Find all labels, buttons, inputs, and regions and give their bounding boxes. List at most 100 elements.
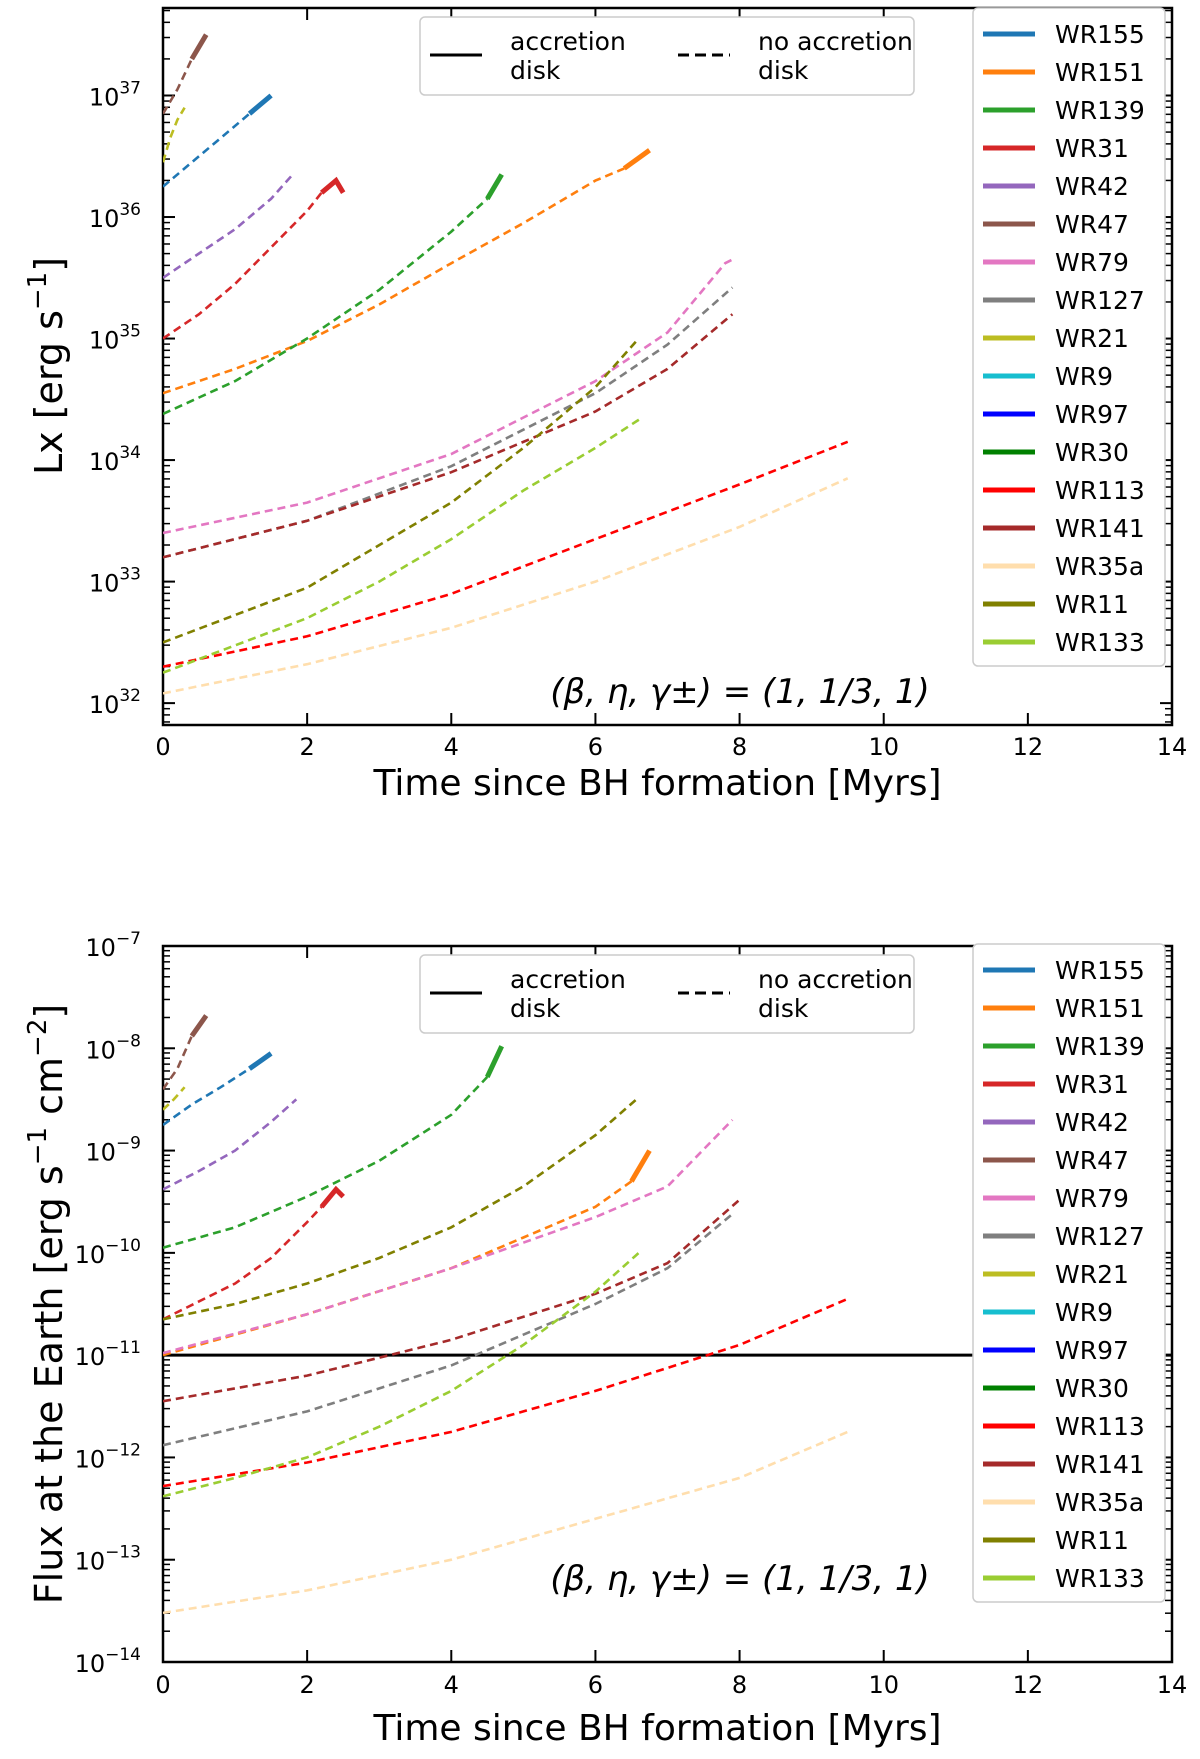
series-line-WR155 — [163, 1067, 251, 1127]
x-tick-label: 2 — [300, 733, 315, 761]
legend-entry-WR133: WR133 — [1055, 1564, 1145, 1593]
x-tick-label: 4 — [444, 1671, 459, 1699]
x-tick-label: 12 — [1013, 1671, 1044, 1699]
legend-label: disk — [510, 56, 561, 85]
series-line-WR31 — [163, 191, 323, 340]
series-group — [163, 33, 849, 695]
legend-entry-WR155: WR155 — [1055, 956, 1145, 985]
series-line-WR35a — [163, 477, 849, 695]
series-line-WR35a — [163, 1430, 849, 1615]
legend-entry-WR113: WR113 — [1055, 476, 1145, 505]
legend-entry-WR127: WR127 — [1055, 286, 1145, 315]
y-tick-label: 10−14 — [75, 1645, 141, 1678]
legend-entry-WR30: WR30 — [1055, 438, 1129, 467]
legend-entry-WR30: WR30 — [1055, 1374, 1129, 1403]
x-tick-label: 2 — [300, 1671, 315, 1699]
x-tick-label: 4 — [444, 733, 459, 761]
x-axis-label: Time since BH formation [Myrs] — [372, 763, 941, 804]
legend-entry-WR47: WR47 — [1055, 210, 1129, 239]
series-line-WR79 — [163, 1118, 734, 1355]
x-tick-label: 10 — [868, 1671, 899, 1699]
y-tick-label: 10−7 — [85, 929, 141, 962]
legend-entry-WR113: WR113 — [1055, 1412, 1145, 1441]
legend-entry-WR9: WR9 — [1055, 362, 1113, 391]
legend-entry-WR97: WR97 — [1055, 1336, 1129, 1365]
legend-entry-WR139: WR139 — [1055, 1032, 1145, 1061]
line-style-legend-box — [419, 954, 915, 1034]
series-line-WR133 — [163, 416, 644, 674]
legend-entry-WR21: WR21 — [1055, 1260, 1129, 1289]
legend-entry-WR139: WR139 — [1055, 96, 1145, 125]
series-line-accretion-WR155 — [247, 93, 273, 116]
x-tick-label: 6 — [588, 733, 603, 761]
series-line-WR139 — [163, 197, 489, 416]
series-line-WR47 — [163, 1035, 193, 1090]
y-tick-label: 1034 — [89, 443, 141, 476]
x-tick-label: 10 — [868, 733, 899, 761]
legend-entry-WR79: WR79 — [1055, 248, 1129, 277]
x-tick-label: 14 — [1157, 733, 1188, 761]
series-line-WR47 — [163, 58, 193, 115]
y-tick-label: 1035 — [89, 322, 141, 355]
plot-frame — [161, 6, 1174, 727]
parameter-annotation: (β, η, γ±) = (1, 1/3, 1) — [550, 672, 929, 712]
legend-entry-WR31: WR31 — [1055, 134, 1129, 163]
series-line-accretion-WR139 — [485, 173, 504, 201]
series-line-WR139 — [163, 1076, 489, 1249]
series-line-WR155 — [163, 112, 251, 188]
legend-entry-WR9: WR9 — [1055, 1298, 1113, 1327]
series-line-accretion-WR31 — [319, 176, 346, 195]
series-legend-box — [972, 7, 1166, 667]
legend-entry-WR79: WR79 — [1055, 1184, 1129, 1213]
legend-label: no accretion — [758, 27, 913, 56]
x-tick-label: 6 — [588, 1671, 603, 1699]
legend-label: disk — [758, 994, 809, 1023]
series-legend: WR155 WR151 WR139 WR31 WR42 WR47 WR79 WR127 WR21… — [972, 7, 1166, 667]
x-tick-label: 8 — [732, 1671, 747, 1699]
series-line-WR113 — [163, 1297, 849, 1488]
legend-label: disk — [510, 994, 561, 1023]
legend-entry-WR127: WR127 — [1055, 1222, 1145, 1251]
series-line-accretion-WR151 — [629, 1149, 652, 1183]
y-tick-label: 10−12 — [75, 1440, 141, 1473]
legend-entry-WR11: WR11 — [1055, 590, 1129, 619]
legend-entry-WR35a: WR35a — [1055, 552, 1144, 581]
series-line-WR151 — [163, 167, 625, 395]
series-line-WR11 — [163, 1096, 640, 1321]
series-line-WR133 — [163, 1251, 640, 1498]
y-tick-label: 1033 — [89, 565, 141, 598]
legend-entry-WR141: WR141 — [1055, 514, 1145, 543]
series-legend-box — [972, 943, 1166, 1603]
series-line-WR141 — [163, 313, 734, 559]
y-axis-label: Lx [erg s−1] — [23, 257, 71, 475]
series-line-WR113 — [163, 440, 849, 668]
y-tick-label: 10−10 — [75, 1236, 141, 1269]
legend-entry-WR42: WR42 — [1055, 172, 1129, 201]
chart-panel-1: 0 2 4 6 8 10 12 14 1032 1033 1034 1035 1036 1037 Lx [e… — [23, 6, 1188, 804]
chart-panel-2: 0 2 4 6 8 10 12 14 10−14 10−13 10−12 10−11 10−10 10−9… — [23, 929, 1187, 1749]
series-line-WR79 — [163, 258, 733, 535]
series-group — [163, 1014, 849, 1615]
legend-entry-WR21: WR21 — [1055, 324, 1129, 353]
y-tick-label: 10−9 — [85, 1134, 141, 1167]
legend-entry-WR42: WR42 — [1055, 1108, 1129, 1137]
y-axis-label: Flux at the Earth [erg s−1 cm−2] — [23, 1004, 71, 1604]
x-tick-label: 12 — [1013, 733, 1044, 761]
legend-entry-WR155: WR155 — [1055, 20, 1145, 49]
y-tick-label: 10−13 — [75, 1543, 141, 1576]
legend-entry-WR31: WR31 — [1055, 1070, 1129, 1099]
parameter-annotation: (β, η, γ±) = (1, 1/3, 1) — [550, 1559, 929, 1599]
plot-frame — [161, 944, 1174, 1664]
legend-label: accretion — [510, 27, 626, 56]
series-line-accretion-WR31 — [319, 1185, 345, 1209]
x-tick-label: 8 — [732, 733, 747, 761]
series-line-WR127 — [163, 1213, 734, 1447]
series-legend: WR155 WR151 WR139 WR31 WR42 WR47 WR79 WR127 WR21… — [972, 943, 1166, 1603]
x-axis-label: Time since BH formation [Myrs] — [372, 1708, 941, 1749]
legend-entry-WR151: WR151 — [1055, 994, 1145, 1023]
legend-entry-WR47: WR47 — [1055, 1146, 1129, 1175]
legend-entry-WR133: WR133 — [1055, 628, 1145, 657]
